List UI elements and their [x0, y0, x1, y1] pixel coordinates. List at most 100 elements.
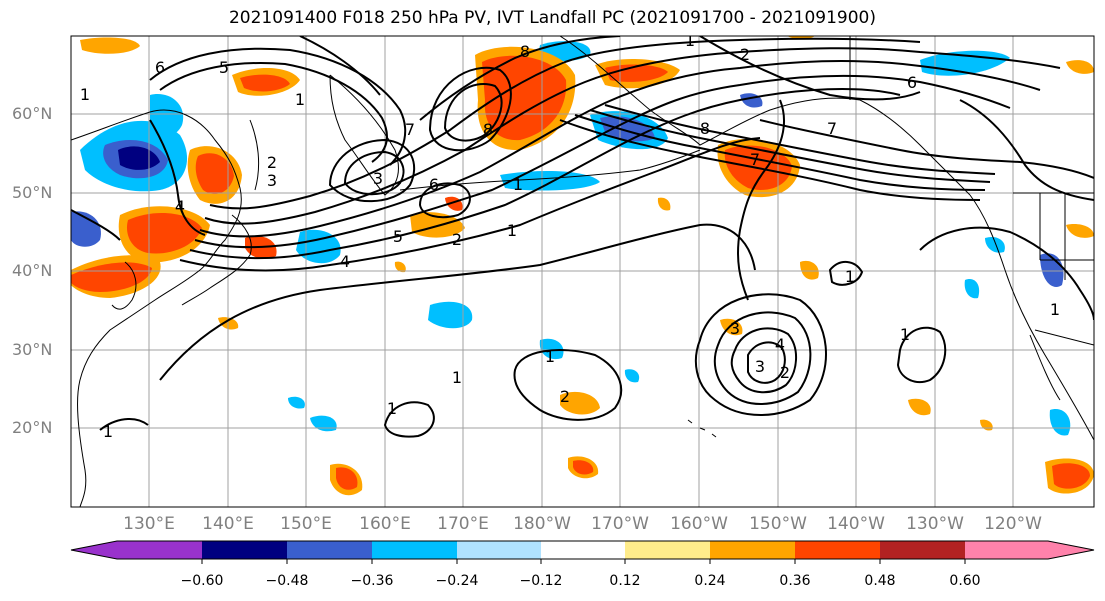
negative-pv-anomaly: [310, 415, 337, 432]
positive-pv-anomaly: [240, 74, 290, 92]
contour-label: 7: [827, 119, 837, 138]
pv-contour-east-2: [959, 99, 1094, 201]
colorbar-tick-label: 0.36: [779, 573, 811, 589]
contour-label: 1: [387, 399, 397, 418]
colorbar-outline: [70, 540, 1095, 560]
pv-contour-lobe-core: [747, 341, 786, 384]
contour-label: 6: [155, 58, 165, 77]
positive-pv-anomaly: [560, 391, 600, 415]
positive-pv-anomaly: [126, 213, 202, 254]
colorbar-tick-label: 0.60: [949, 573, 981, 589]
positive-pv-anomaly: [482, 55, 567, 141]
pv-contour-ring-1: [328, 138, 415, 203]
negative-pv-anomaly: [428, 301, 473, 329]
contour-label: 3: [730, 319, 740, 338]
pv-contour-1: [159, 223, 756, 381]
contour-label: 2: [780, 363, 790, 382]
negative-pv-anomaly: [71, 211, 101, 247]
colorbar-tick-label: −0.12: [519, 573, 563, 589]
map-title: 2021091400 F018 250 hPa PV, IVT Landfall…: [228, 8, 876, 28]
colorbar-tick-label: −0.60: [180, 573, 224, 589]
negative-pv-anomaly: [964, 279, 980, 299]
pv-contour-upper-3: [299, 36, 381, 96]
contour-label: 6: [907, 73, 917, 92]
pv-contour-lobe-inner: [730, 327, 797, 394]
colorbar-segment: [795, 541, 880, 559]
contour-label: 2: [560, 387, 570, 406]
contour-label: 2: [452, 230, 462, 249]
coastline-baja: [1029, 334, 1061, 401]
positive-pv-anomaly: [195, 153, 234, 194]
colorbar-segment: [625, 541, 710, 559]
pv-contour-jet-2: [574, 114, 986, 191]
positive-pv-anomaly: [573, 460, 594, 475]
contour-label: 1: [452, 368, 462, 387]
pv-contour-low-4: [99, 418, 149, 431]
colorbar-segment: [880, 541, 965, 559]
colorbar-tick-label: 0.48: [864, 573, 896, 589]
pv-contour-ring-3: [428, 66, 512, 152]
contour-label: 1: [103, 422, 113, 441]
map-gridlines: [71, 36, 1094, 507]
colorbar-tick-label: 0.24: [694, 573, 726, 589]
colorbar-tick-label: −0.36: [350, 573, 394, 589]
latitude-label: 30°N: [12, 340, 53, 359]
pv-contour-7: [209, 37, 921, 210]
contour-label: 1: [80, 85, 90, 104]
pv-contour-jet-5: [759, 119, 1094, 179]
longitude-label: 130°E: [123, 514, 175, 534]
pv-contour-upper-5: [737, 99, 785, 301]
positive-pv-anomaly: [336, 467, 358, 490]
contour-label: 4: [175, 197, 185, 216]
positive-pv-anomaly: [1052, 463, 1090, 489]
colorbar-tick-label: −0.48: [265, 573, 309, 589]
pv-anomaly-shading: [71, 36, 1094, 496]
pv-contour-lobe-outer: [694, 293, 827, 416]
positive-pv-anomaly: [1066, 60, 1094, 74]
contour-label: 8: [700, 119, 710, 138]
longitude-label: 180°W: [513, 514, 571, 534]
contour-label: 5: [219, 58, 229, 77]
contour-label: 7: [405, 120, 415, 139]
coastline-sakhalin: [249, 119, 260, 191]
contour-label: 6: [429, 175, 439, 194]
pv-contour-jet-3: [589, 109, 991, 183]
contour-label: 7: [750, 150, 760, 169]
pv-contour-ring-2: [343, 150, 405, 196]
coastline-asia: [71, 109, 242, 507]
positive-pv-anomaly: [605, 64, 668, 82]
pv-contour-west-2: [149, 119, 206, 236]
pv-contour-low-3: [383, 401, 435, 438]
positive-pv-anomaly: [657, 197, 671, 211]
longitude-label: 150°W: [749, 514, 807, 534]
map-frame: [70, 35, 1095, 508]
pv-contours: [71, 36, 1094, 438]
contour-label: 4: [775, 335, 785, 354]
negative-pv-anomaly: [1049, 409, 1071, 436]
coastline-kamchatka: [329, 74, 399, 196]
longitude-label: 130°W: [906, 514, 964, 534]
contour-label: 3: [755, 357, 765, 376]
latitude-label: 60°N: [12, 104, 53, 123]
pv-contour-jet-4: [604, 104, 996, 175]
latitude-label: 40°N: [12, 261, 53, 280]
pv-contour-5: [199, 59, 1041, 238]
colorbar-segment: [202, 541, 287, 559]
negative-pv-anomaly: [150, 94, 184, 137]
negative-pv-anomaly: [624, 369, 640, 383]
longitude-label: 160°E: [359, 514, 411, 534]
contour-label: 3: [373, 169, 383, 188]
contour-label: 1: [513, 175, 523, 194]
coastline-japan: [181, 214, 252, 306]
hawaii-islands: [687, 419, 717, 438]
pv-contour-8: [419, 36, 621, 121]
contour-label: 1: [295, 90, 305, 109]
contour-label: 8: [520, 42, 530, 61]
colorbar-min-extend: [71, 541, 117, 559]
contour-label: 4: [340, 252, 350, 271]
contour-label: 1: [685, 31, 695, 50]
border-us-mexico: [1034, 329, 1094, 346]
pv-contour-upper-4: [699, 36, 921, 101]
longitude-label: 170°W: [591, 514, 649, 534]
